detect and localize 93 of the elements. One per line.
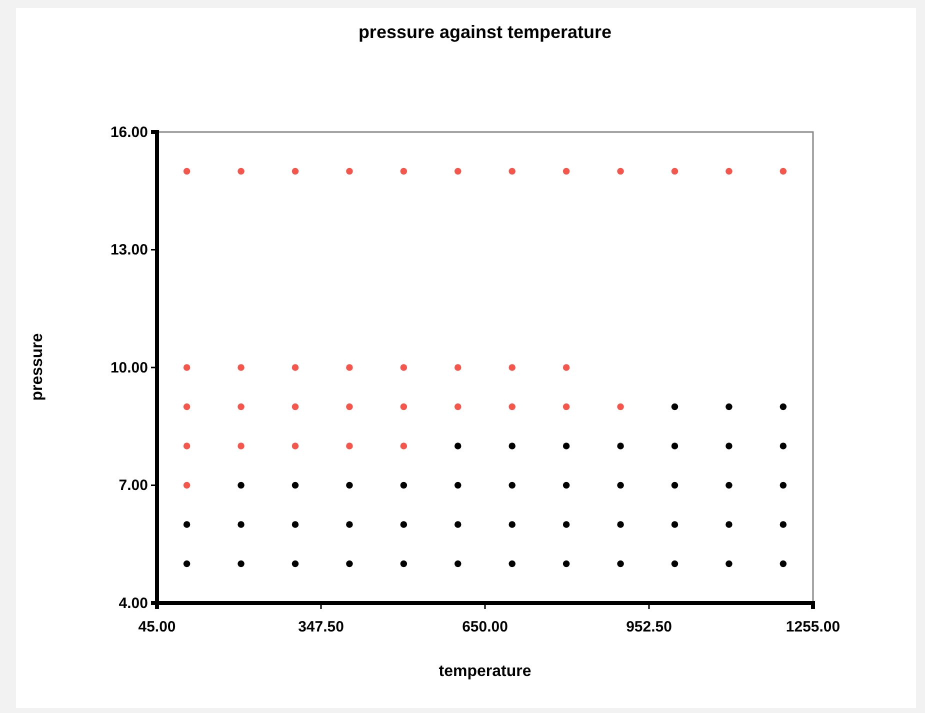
x-tick-label: 347.50: [298, 618, 344, 636]
point: [508, 364, 516, 371]
point: [292, 403, 299, 410]
point: [238, 168, 244, 175]
point: [292, 168, 299, 175]
point: [346, 482, 353, 489]
point: [238, 482, 244, 489]
point: [346, 560, 353, 568]
point: [508, 168, 516, 175]
point: [562, 442, 570, 450]
point: [562, 521, 570, 528]
point: [400, 560, 408, 568]
point: [400, 403, 408, 410]
y-tick-label: 4.00: [118, 594, 148, 612]
point: [617, 403, 624, 410]
point: [238, 521, 244, 528]
point: [183, 560, 190, 568]
point: [780, 403, 787, 410]
point: [454, 521, 462, 528]
point: [562, 168, 570, 175]
point: [183, 442, 190, 450]
point: [617, 482, 624, 489]
point: [508, 521, 516, 528]
point: [346, 364, 353, 371]
point: [617, 521, 624, 528]
point: [562, 364, 570, 371]
point: [780, 560, 787, 568]
point: [454, 168, 462, 175]
point: [508, 560, 516, 568]
point: [671, 482, 678, 489]
point: [292, 482, 299, 489]
point: [400, 521, 408, 528]
point: [562, 560, 570, 568]
point: [183, 364, 190, 371]
point: [454, 442, 462, 450]
point: [238, 364, 244, 371]
point: [454, 560, 462, 568]
point: [238, 403, 244, 410]
point: [346, 403, 353, 410]
point: [671, 403, 678, 410]
point: [508, 482, 516, 489]
point: [292, 521, 299, 528]
point: [400, 442, 408, 450]
x-tick-label: 1255.00: [786, 618, 840, 636]
point: [508, 403, 516, 410]
y-tick-label: 16.00: [110, 124, 148, 141]
point: [454, 482, 462, 489]
y-tick-label: 13.00: [110, 242, 148, 259]
point: [454, 364, 462, 371]
point: [780, 482, 787, 489]
point: [292, 560, 299, 568]
point: [562, 403, 570, 410]
point: [617, 560, 624, 568]
point: [726, 482, 732, 489]
point: [671, 442, 678, 450]
x-tick-label: 45.00: [138, 618, 176, 636]
x-tick-label: 952.50: [626, 618, 672, 636]
y-axis-title: pressure: [29, 333, 46, 401]
chart-title: pressure against temperature: [358, 22, 612, 42]
point: [183, 521, 190, 528]
point: [617, 442, 624, 450]
x-tick-label: 650.00: [462, 618, 508, 636]
point: [183, 403, 190, 410]
point: [726, 560, 732, 568]
point: [183, 482, 190, 489]
point: [726, 168, 732, 175]
point: [671, 521, 678, 528]
point: [780, 521, 787, 528]
point: [726, 521, 732, 528]
point: [780, 442, 787, 450]
point: [183, 168, 190, 175]
point: [346, 168, 353, 175]
point: [400, 364, 408, 371]
point: [726, 442, 732, 450]
x-axis-title: temperature: [438, 663, 532, 680]
point: [671, 168, 678, 175]
y-tick-label: 7.00: [118, 477, 148, 494]
point: [508, 442, 516, 450]
point: [292, 364, 299, 371]
point: [454, 403, 462, 410]
y-tick-label: 10.00: [110, 359, 148, 376]
point: [346, 521, 353, 528]
point: [238, 560, 244, 568]
point: [292, 442, 299, 450]
point: [780, 168, 787, 175]
point: [346, 442, 353, 450]
point: [617, 168, 624, 175]
point: [400, 482, 408, 489]
point: [726, 403, 732, 410]
point: [238, 442, 244, 450]
point: [562, 482, 570, 489]
point: [671, 560, 678, 568]
point: [400, 168, 408, 175]
